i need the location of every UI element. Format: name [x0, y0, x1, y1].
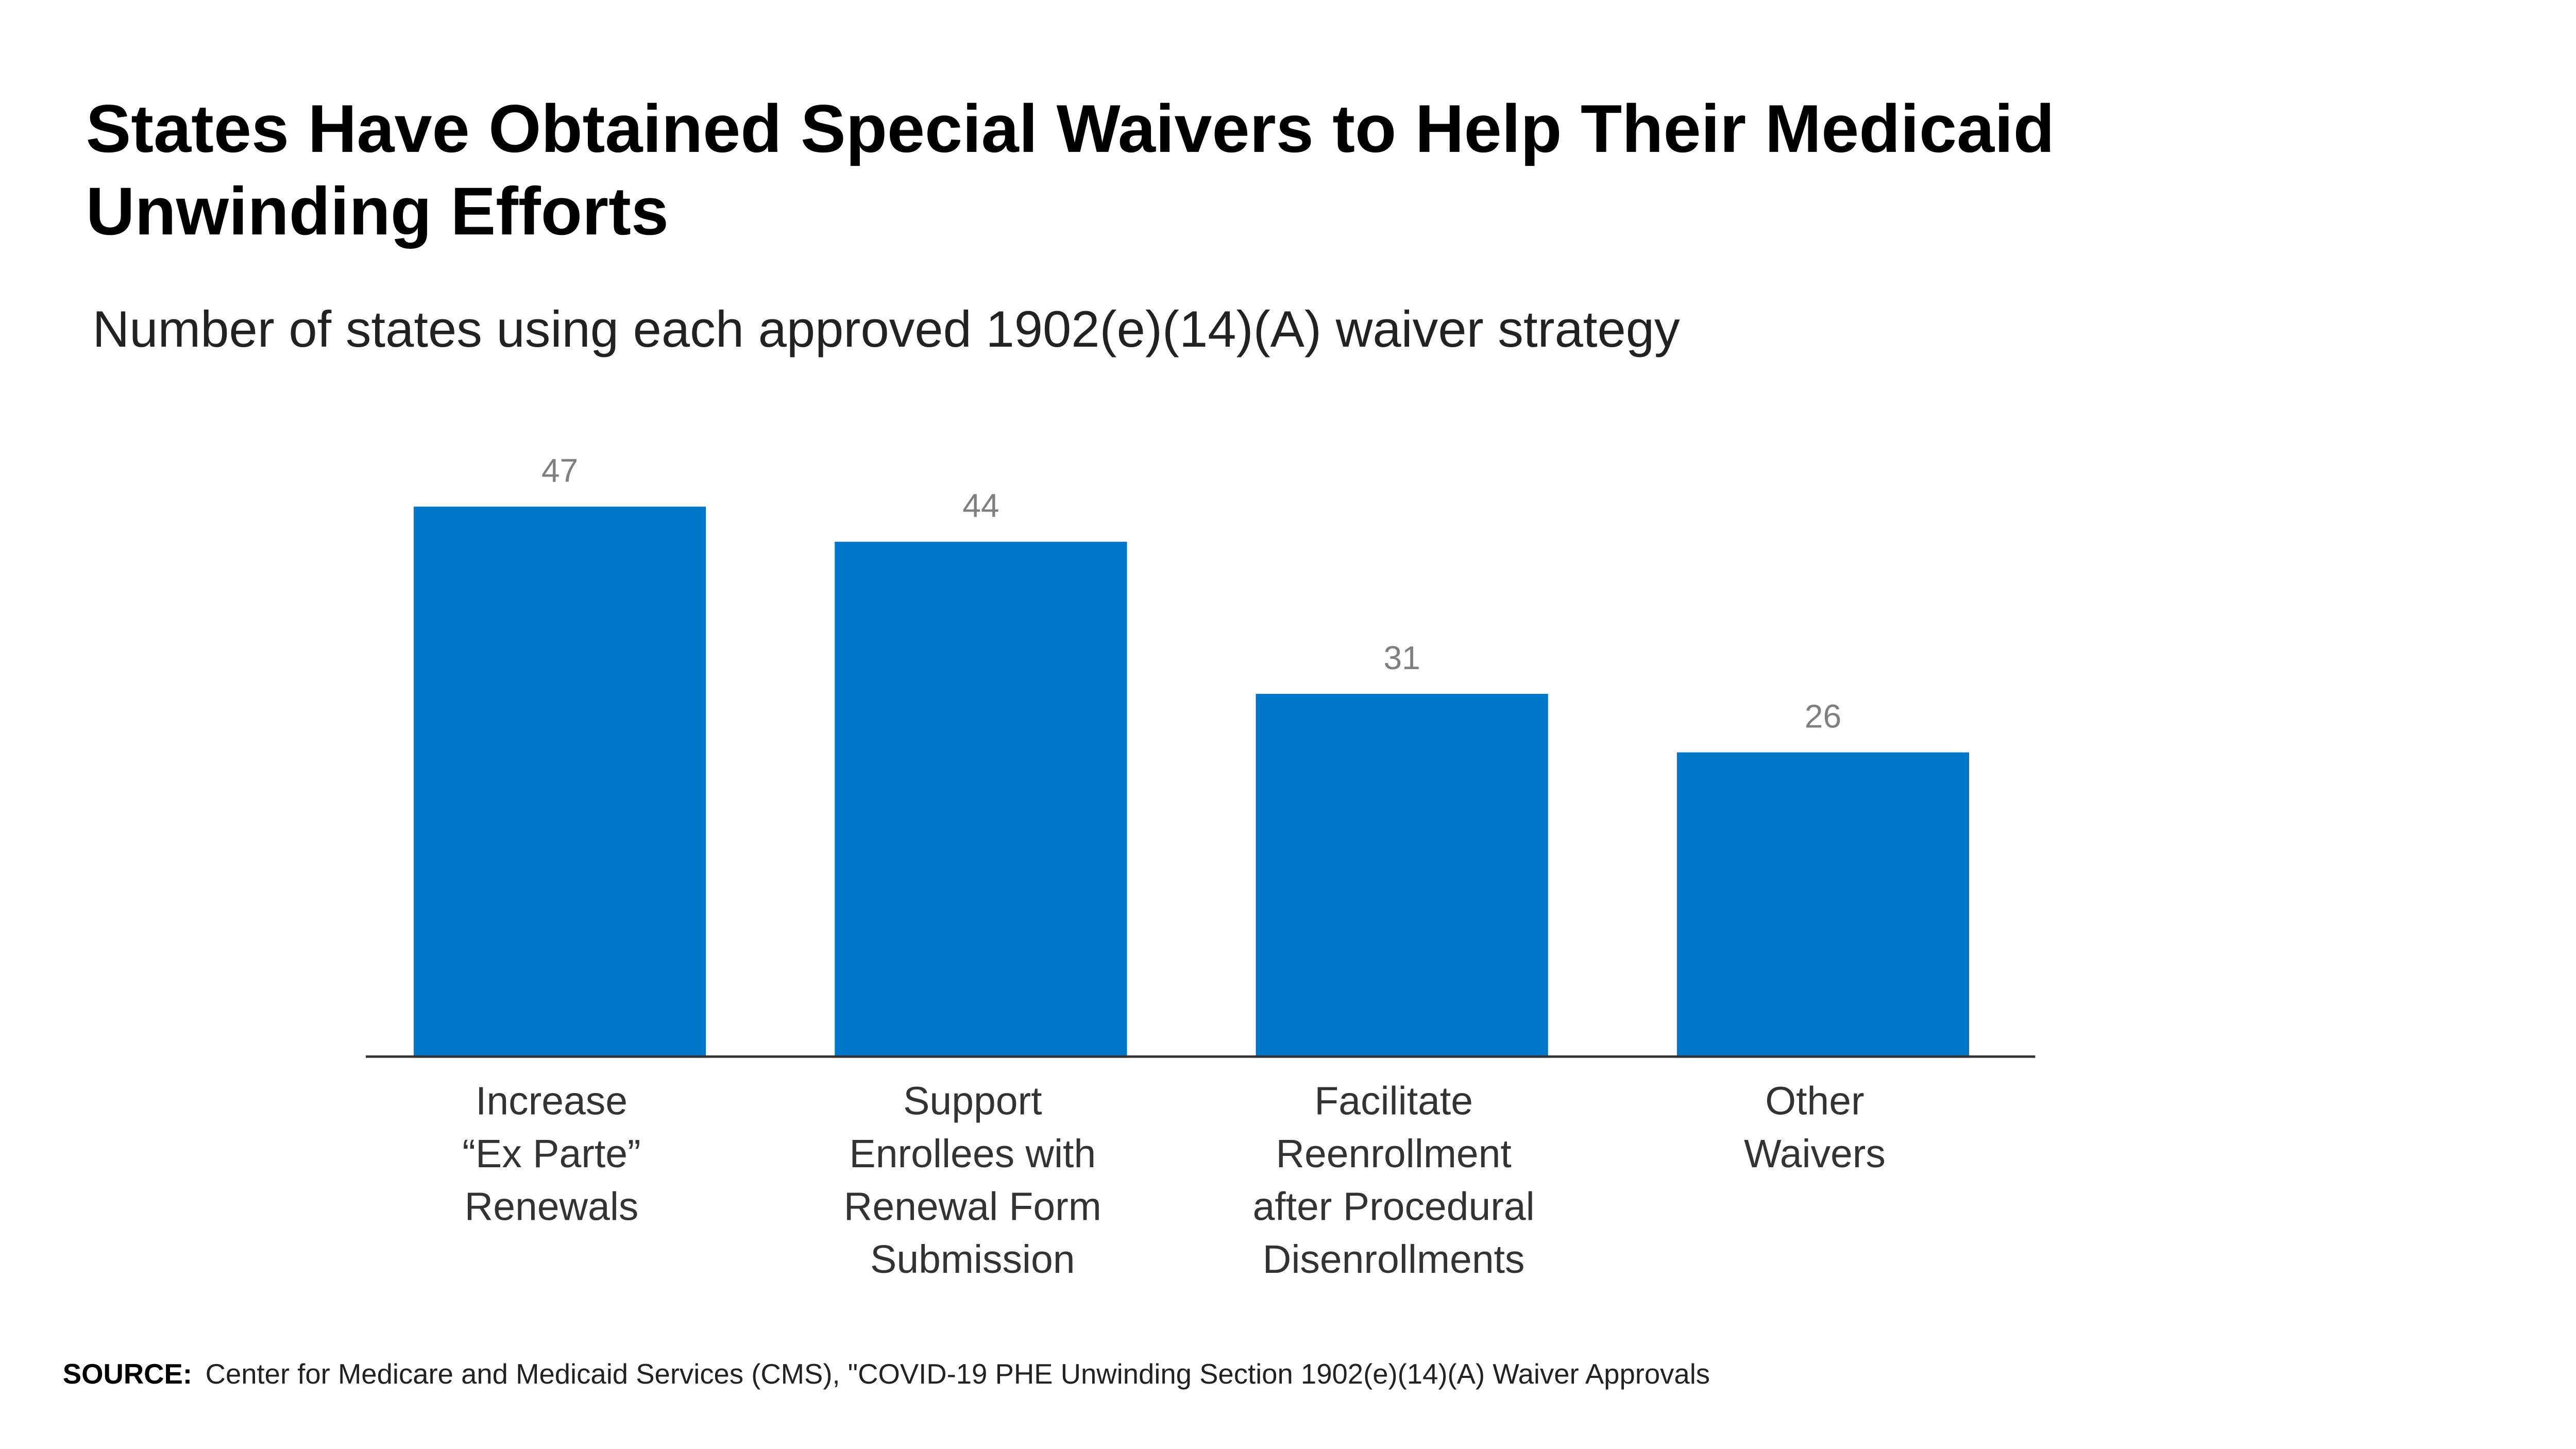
source-note: SOURCE: Center for Medicare and Medicaid … — [63, 1358, 1710, 1390]
x-tick-label: Facilitate Reenrollment after Procedural Di… — [1253, 1079, 1535, 1282]
x-tick-label: Increase “Ex Parte” Renewals — [462, 1079, 640, 1229]
value-label: 44 — [962, 487, 999, 524]
source-label: SOURCE: — [63, 1358, 192, 1390]
value-label: 47 — [541, 452, 578, 489]
bar — [1676, 752, 1970, 1057]
x-tick-label: Other Waivers — [1744, 1079, 1886, 1176]
source-text: Center for Medicare and Medicaid Service… — [206, 1358, 1710, 1390]
chart-title: States Have Obtained Special Waivers to … — [86, 91, 2055, 249]
bar — [413, 506, 706, 1057]
chart-subtitle: Number of states using each approved 190… — [92, 301, 1680, 358]
x-tick-label: Support Enrollees with Renewal Form Submiss… — [844, 1079, 1101, 1282]
value-label: 26 — [1805, 698, 1841, 735]
value-label: 31 — [1384, 639, 1420, 676]
bar — [835, 541, 1127, 1057]
bar — [1256, 694, 1548, 1057]
